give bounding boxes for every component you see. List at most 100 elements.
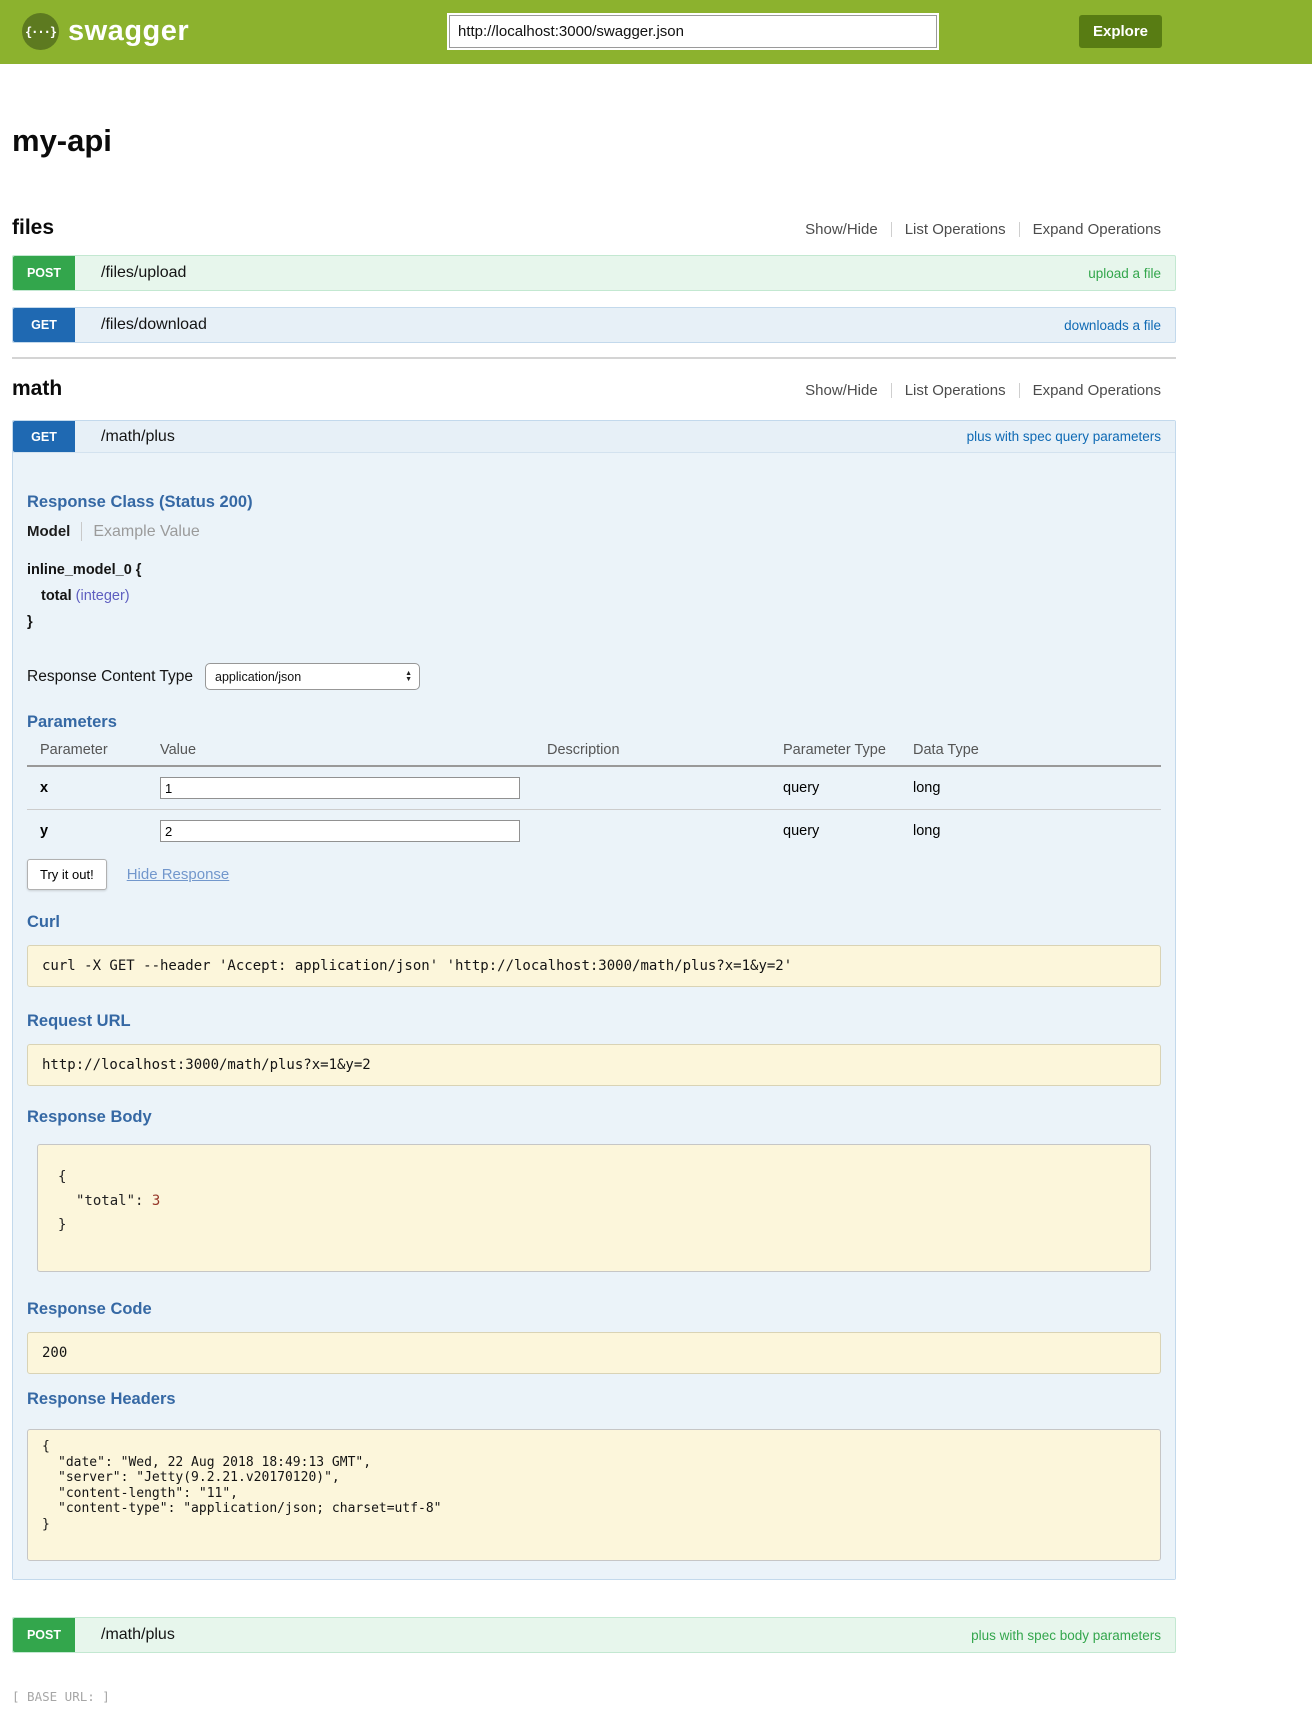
section-divider xyxy=(12,357,1176,359)
parameter-name: x xyxy=(27,766,160,810)
response-code-box: 200 xyxy=(27,1332,1161,1374)
try-out-row: Try it out! Hide Response xyxy=(27,859,1161,890)
get-method-badge: GET xyxy=(13,421,75,452)
response-headers-line: } xyxy=(42,1516,50,1532)
model-name: inline_model_0 { xyxy=(27,562,142,578)
parameter-row-y: y query long xyxy=(27,810,1161,853)
main-content: my-api files Show/Hide List Operations E… xyxy=(12,123,1176,1704)
response-class-heading: Response Class (Status 200) xyxy=(27,493,253,511)
column-header-value: Value xyxy=(160,742,547,767)
math-list-operations-link[interactable]: List Operations xyxy=(904,382,1006,399)
separator xyxy=(890,383,892,398)
explore-button[interactable]: Explore xyxy=(1079,15,1162,48)
operation-path-link[interactable]: /math/plus xyxy=(101,427,175,445)
response-content-type-row: Response Content Type application/json ▲… xyxy=(27,663,1161,690)
math-section-controls: Show/Hide List Operations Expand Operati… xyxy=(805,382,1161,399)
column-header-description: Description xyxy=(547,742,783,767)
parameter-type: query xyxy=(783,823,820,839)
files-list-operations-link[interactable]: List Operations xyxy=(904,221,1006,238)
model-tabs: Model Example Value xyxy=(27,522,1161,541)
curl-command-box: curl -X GET --header 'Accept: applicatio… xyxy=(27,945,1161,987)
operation-path-link[interactable]: /math/plus xyxy=(101,1626,175,1643)
separator xyxy=(1018,222,1020,237)
math-section-header: math Show/Hide List Operations Expand Op… xyxy=(12,377,1176,401)
files-expand-operations-link[interactable]: Expand Operations xyxy=(1032,221,1161,238)
model-property: total (integer) xyxy=(27,583,1161,609)
tab-separator xyxy=(81,522,83,541)
spec-url-input[interactable] xyxy=(449,15,937,48)
get-method-badge: GET xyxy=(13,308,75,342)
parameter-type: query xyxy=(783,766,913,810)
response-headers-line: "server": "Jetty(9.2.21.v20170120)", xyxy=(58,1470,340,1485)
response-headers-line: "date": "Wed, 22 Aug 2018 18:49:13 GMT", xyxy=(58,1454,372,1470)
response-headers-box: { "date": "Wed, 22 Aug 2018 18:49:13 GMT… xyxy=(27,1429,1161,1561)
request-url-box: http://localhost:3000/math/plus?x=1&y=2 xyxy=(27,1044,1161,1086)
operation-path-link[interactable]: /files/upload xyxy=(101,264,187,281)
parameter-description xyxy=(547,766,783,810)
files-show-hide-link[interactable]: Show/Hide xyxy=(805,221,878,238)
parameter-name: y xyxy=(40,823,49,839)
try-it-out-button[interactable]: Try it out! xyxy=(27,859,107,890)
base-url-footer: [ BASE URL: ] xyxy=(12,1689,110,1704)
tab-model[interactable]: Model xyxy=(27,523,71,540)
model-property-name: total xyxy=(41,588,72,604)
operation-content: Response Class (Status 200) Model Exampl… xyxy=(13,453,1175,1579)
operation-row-get-files-download[interactable]: GET /files/download downloads a file xyxy=(12,307,1176,343)
post-method-badge: POST xyxy=(13,256,75,290)
json-close-brace: } xyxy=(58,1217,67,1233)
math-expand-operations-link[interactable]: Expand Operations xyxy=(1032,382,1161,399)
parameters-heading: Parameters xyxy=(27,713,117,731)
column-header-data-type: Data Type xyxy=(913,742,1161,767)
operation-summary-link[interactable]: plus with spec body parameters xyxy=(971,1627,1161,1643)
operation-summary-link[interactable]: downloads a file xyxy=(1064,317,1161,333)
hide-response-link[interactable]: Hide Response xyxy=(126,866,230,883)
json-open-brace: { xyxy=(58,1169,67,1185)
response-body-box: { "total": 3 } xyxy=(37,1144,1151,1272)
request-url-heading: Request URL xyxy=(27,1012,131,1030)
math-section-title: math xyxy=(12,377,63,400)
response-headers-line: "content-length": "11", xyxy=(58,1485,239,1501)
post-method-badge: POST xyxy=(13,1618,75,1652)
parameter-data-type: long xyxy=(913,823,941,839)
parameter-x-value-input[interactable] xyxy=(160,777,520,799)
parameters-table: Parameter Value Description Parameter Ty… xyxy=(27,742,1161,852)
separator xyxy=(1018,383,1020,398)
response-content-type-label: Response Content Type xyxy=(27,667,194,685)
operation-row-post-files-upload[interactable]: POST /files/upload upload a file xyxy=(12,255,1176,291)
operation-summary-link[interactable]: upload a file xyxy=(1088,265,1161,281)
response-headers-line: "content-type": "application/json; chars… xyxy=(58,1501,442,1516)
response-headers-heading: Response Headers xyxy=(27,1390,176,1408)
model-signature: inline_model_0 { total (integer) } xyxy=(27,557,1161,635)
parameter-y-value-input[interactable] xyxy=(160,820,520,842)
files-section-title: files xyxy=(12,216,55,239)
response-code-heading: Response Code xyxy=(27,1300,152,1318)
math-show-hide-link[interactable]: Show/Hide xyxy=(805,382,878,399)
curl-heading: Curl xyxy=(27,913,60,931)
response-headers-line: { xyxy=(42,1439,50,1454)
column-header-parameter-type: Parameter Type xyxy=(783,742,913,767)
operation-summary-link[interactable]: plus with spec query parameters xyxy=(966,429,1161,444)
files-section-header: files Show/Hide List Operations Expand O… xyxy=(12,216,1176,240)
swagger-brand[interactable]: {···} swagger xyxy=(22,13,189,50)
separator xyxy=(890,222,892,237)
operation-row-post-math-plus[interactable]: POST /math/plus plus with spec body para… xyxy=(12,1617,1176,1653)
operation-heading-get-math-plus[interactable]: GET /math/plus plus with spec query para… xyxy=(13,421,1175,453)
parameters-header-row: Parameter Value Description Parameter Ty… xyxy=(27,742,1161,767)
brand-name: swagger xyxy=(68,15,190,47)
model-property-type: (integer) xyxy=(75,588,130,604)
parameter-data-type: long xyxy=(913,766,1161,810)
api-title: my-api xyxy=(12,123,112,158)
tab-example-value[interactable]: Example Value xyxy=(93,522,200,540)
select-arrows-icon: ▲ ▼ xyxy=(405,669,413,683)
response-body-heading: Response Body xyxy=(27,1108,152,1126)
parameter-description xyxy=(547,810,783,853)
swagger-logo-icon: {···} xyxy=(22,13,59,50)
response-content-type-select[interactable]: application/json ▲ ▼ xyxy=(205,663,421,690)
operation-get-math-plus: GET /math/plus plus with spec query para… xyxy=(12,420,1176,1580)
selected-content-type: application/json xyxy=(215,669,302,684)
parameter-row-x: x query long xyxy=(27,766,1161,810)
files-section-controls: Show/Hide List Operations Expand Operati… xyxy=(805,221,1161,238)
json-total-line: "total": 3 xyxy=(76,1193,161,1209)
operation-path-link[interactable]: /files/download xyxy=(101,316,207,333)
json-key: "total" xyxy=(76,1193,136,1209)
